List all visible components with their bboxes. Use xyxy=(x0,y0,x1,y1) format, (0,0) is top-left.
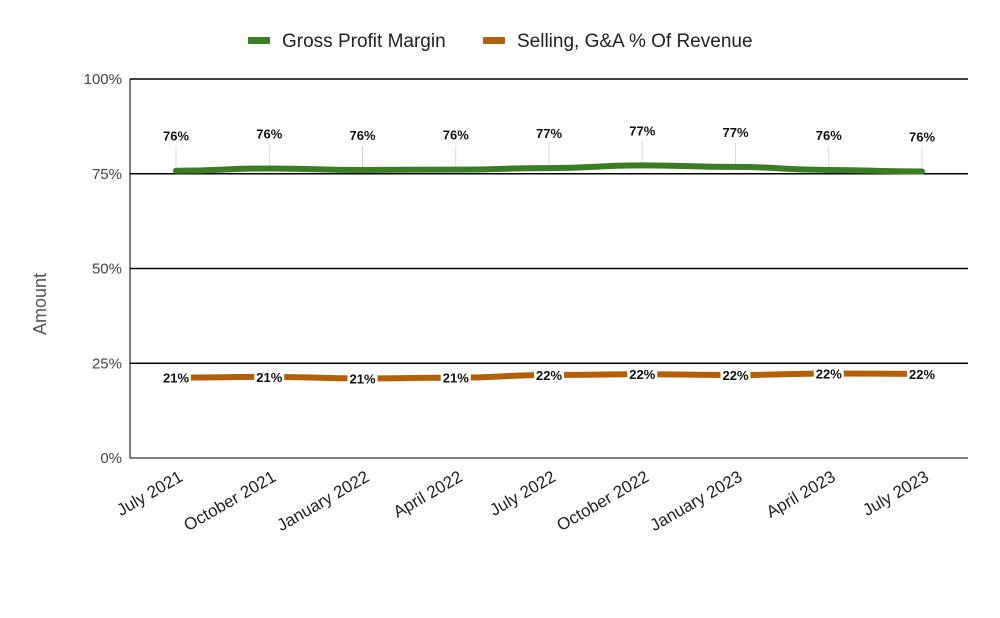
data-label-sga: 22% xyxy=(722,368,748,383)
data-label-bg xyxy=(907,365,937,382)
data-label-sga: 21% xyxy=(163,371,189,386)
data-label-sga: 22% xyxy=(816,366,842,381)
data-label-gross-profit: 76% xyxy=(163,129,189,144)
y-axis-label: Amount xyxy=(30,273,50,335)
data-label-bg xyxy=(161,369,191,386)
data-label-gross-profit: 77% xyxy=(536,126,562,141)
x-tick-label: January 2022 xyxy=(274,467,373,535)
gridlines xyxy=(129,78,968,459)
data-label-bg xyxy=(440,369,471,386)
legend: Gross Profit Margin Selling, G&A % Of Rev… xyxy=(248,31,753,52)
data-label-sga: 22% xyxy=(629,367,655,382)
data-label-sga: 21% xyxy=(256,370,282,385)
data-labels: 76% 76% 76% 76% 77% 77% 77% 76% 76% 21% 21% 21% 21% 2… xyxy=(161,123,937,387)
data-label-gross-profit: 76% xyxy=(816,128,842,143)
data-label-sga: 21% xyxy=(349,371,375,386)
data-label-bg xyxy=(627,366,658,383)
x-tick-label: October 2022 xyxy=(554,467,653,535)
x-tick-label: July 2022 xyxy=(486,467,559,520)
data-label-sga: 22% xyxy=(536,368,562,383)
data-label-gross-profit: 76% xyxy=(909,129,935,144)
data-label-gross-profit: 76% xyxy=(443,128,469,143)
data-label-bg xyxy=(813,365,844,382)
data-label-bg xyxy=(347,370,378,387)
x-tick-label: April 2023 xyxy=(763,467,839,522)
data-label-sga: 21% xyxy=(443,371,469,386)
y-tick-label: 0% xyxy=(100,450,122,467)
y-axis-ticks: 0% 25% 50% 75% 100% xyxy=(84,71,122,467)
data-label-bg xyxy=(720,366,751,383)
x-tick-label: October 2021 xyxy=(181,467,280,535)
series-line-0 xyxy=(173,162,925,175)
data-label-bg xyxy=(254,368,285,385)
x-tick-label: January 2023 xyxy=(647,467,746,535)
y-tick-label: 25% xyxy=(92,355,122,372)
series-lines xyxy=(173,162,925,382)
data-label-gross-profit: 76% xyxy=(349,128,375,143)
x-tick-label: July 2023 xyxy=(859,467,932,520)
x-tick-label: July 2021 xyxy=(113,467,186,520)
x-tick-label: April 2022 xyxy=(390,467,466,522)
data-label-gross-profit: 76% xyxy=(256,126,282,141)
data-label-gross-profit: 77% xyxy=(629,123,655,138)
data-label-sga: 22% xyxy=(909,367,935,382)
data-label-bg xyxy=(534,366,564,383)
legend-label: Selling, G&A % Of Revenue xyxy=(517,31,753,52)
data-label-gross-profit: 77% xyxy=(722,125,748,140)
legend-label: Gross Profit Margin xyxy=(282,31,446,52)
y-tick-label: 50% xyxy=(92,261,122,278)
legend-swatch xyxy=(248,37,270,44)
y-tick-label: 75% xyxy=(92,166,122,183)
y-tick-label: 100% xyxy=(84,71,122,88)
legend-swatch xyxy=(483,37,505,44)
